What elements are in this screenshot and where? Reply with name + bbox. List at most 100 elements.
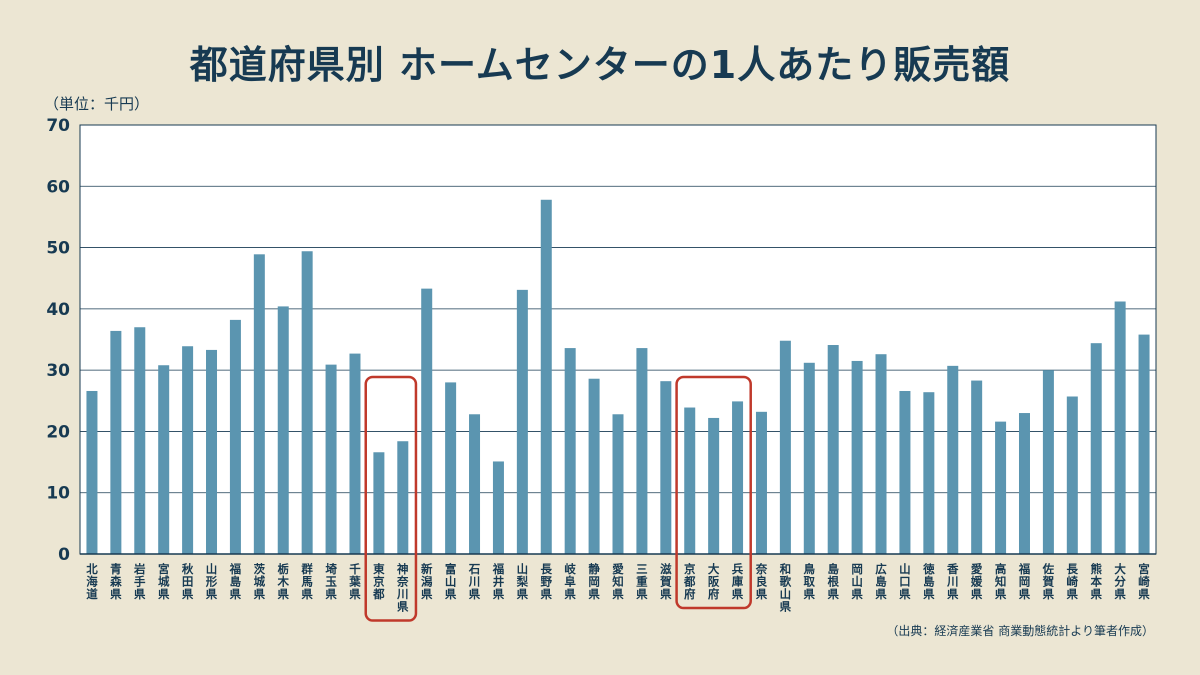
y-tick-label: 40 xyxy=(46,300,70,320)
x-tick-label: 愛知県 xyxy=(611,562,624,601)
x-tick-label: 山梨県 xyxy=(516,562,529,601)
bar xyxy=(158,365,170,554)
x-tick-label: 東京都 xyxy=(372,562,385,601)
bar xyxy=(373,452,385,554)
bar xyxy=(684,407,696,554)
x-tick-label: 茨城県 xyxy=(254,562,266,601)
bar xyxy=(1090,343,1102,554)
bar xyxy=(1042,370,1054,554)
chart-title: 都道府県別 ホームセンターの1人あたり販売額 xyxy=(189,43,1011,87)
x-tick-label: 岡山県 xyxy=(851,562,863,601)
x-tick-label: 福島県 xyxy=(229,562,242,601)
x-tick-label: 山形県 xyxy=(206,562,218,601)
bar xyxy=(110,330,122,554)
x-tick-label: 富山県 xyxy=(445,562,457,601)
x-tick-label: 香川県 xyxy=(946,562,959,601)
x-tick-label: 兵庫県 xyxy=(732,562,744,601)
x-tick-label: 静岡県 xyxy=(588,562,600,601)
bar xyxy=(636,348,648,554)
x-tick-label: 岐阜県 xyxy=(564,562,576,601)
bar xyxy=(660,381,672,554)
x-tick-label: 熊本県 xyxy=(1090,562,1102,601)
bar xyxy=(134,327,146,554)
bar xyxy=(349,353,361,554)
y-tick-label: 10 xyxy=(46,484,70,504)
bar xyxy=(253,254,265,554)
bar xyxy=(421,288,433,554)
bar xyxy=(445,382,457,554)
x-tick-label: 岩手県 xyxy=(133,562,146,601)
x-tick-label: 神奈川県 xyxy=(396,562,409,614)
bar xyxy=(803,362,815,554)
x-tick-label: 和歌山県 xyxy=(780,562,792,614)
bar xyxy=(779,340,791,554)
x-tick-label: 徳島県 xyxy=(922,562,935,601)
y-tick-label: 50 xyxy=(46,239,70,259)
x-tick-label: 愛媛県 xyxy=(970,562,983,601)
x-tick-label: 島根県 xyxy=(827,562,839,601)
bar xyxy=(1018,413,1030,554)
x-tick-label: 滋賀県 xyxy=(659,562,672,601)
bar xyxy=(1066,396,1078,554)
bar xyxy=(1138,334,1150,554)
bar xyxy=(708,417,720,554)
x-tick-label: 長野県 xyxy=(541,562,553,601)
bar xyxy=(947,365,959,554)
x-tick-label: 長崎県 xyxy=(1067,562,1079,601)
x-tick-label: 栃木県 xyxy=(276,562,289,601)
x-tick-label: 鳥取県 xyxy=(804,562,816,601)
y-tick-label: 0 xyxy=(58,545,70,565)
x-tick-label: 新潟県 xyxy=(421,562,433,601)
bar xyxy=(397,441,409,554)
y-tick-label: 70 xyxy=(46,116,70,136)
x-tick-label: 青森県 xyxy=(110,562,122,601)
x-tick-label: 山口県 xyxy=(899,562,911,601)
bar xyxy=(277,306,289,554)
x-tick-label: 宮崎県 xyxy=(1138,562,1150,601)
bar xyxy=(229,319,241,554)
bar xyxy=(851,360,863,554)
x-tick-label: 群馬県 xyxy=(300,562,313,601)
bar xyxy=(206,349,218,554)
bar xyxy=(827,345,839,554)
x-tick-label: 京都府 xyxy=(683,562,696,601)
bar xyxy=(1114,301,1126,554)
bar xyxy=(995,421,1007,554)
highlight-box xyxy=(364,375,418,622)
x-tick-label: 埼玉県 xyxy=(325,562,337,601)
y-tick-label: 60 xyxy=(46,177,70,197)
x-tick-label: 奈良県 xyxy=(755,562,768,601)
bar xyxy=(899,390,911,554)
y-tick-label: 20 xyxy=(46,422,70,442)
bar xyxy=(469,414,481,554)
bar xyxy=(325,364,337,554)
bar xyxy=(301,251,313,554)
bar xyxy=(182,346,194,554)
bar xyxy=(612,414,624,554)
x-tick-label: 福井県 xyxy=(492,562,505,601)
y-tick-label: 30 xyxy=(46,361,70,381)
bar xyxy=(971,380,983,554)
unit-label: （単位：千円） xyxy=(44,95,150,113)
bar xyxy=(516,289,528,554)
bar xyxy=(588,378,600,554)
x-tick-label: 大阪府 xyxy=(708,562,720,601)
bar xyxy=(755,411,767,554)
highlight-box xyxy=(675,375,752,610)
x-tick-label: 石川県 xyxy=(468,562,481,601)
x-tick-label: 福岡県 xyxy=(1018,562,1031,601)
bar xyxy=(732,401,744,554)
bar xyxy=(923,392,935,554)
x-tick-label: 佐賀県 xyxy=(1042,562,1055,601)
bar xyxy=(492,461,504,554)
x-tick-label: 千葉県 xyxy=(348,562,361,601)
x-tick-label: 高知県 xyxy=(994,562,1007,601)
x-tick-label: 大分県 xyxy=(1114,562,1126,601)
bar xyxy=(540,199,552,555)
bar xyxy=(86,390,98,554)
x-tick-label: 三重県 xyxy=(636,562,648,601)
bar xyxy=(875,354,887,554)
x-tick-label: 北海道 xyxy=(86,562,98,601)
bar xyxy=(564,348,576,554)
